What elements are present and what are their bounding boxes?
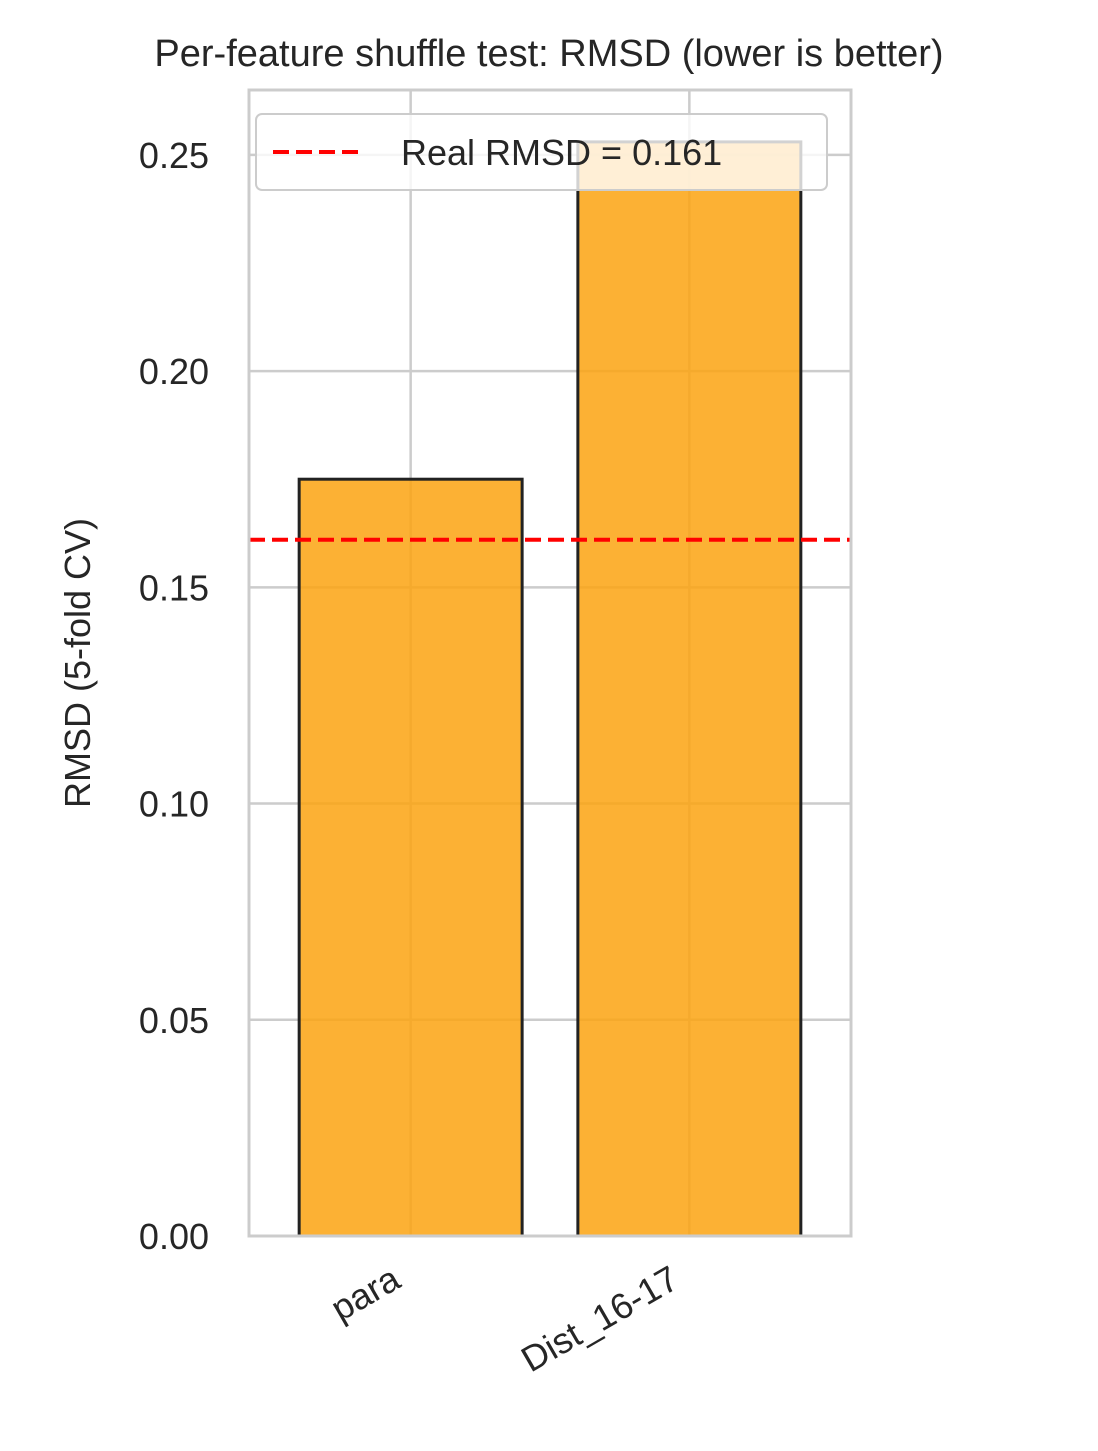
y-tick-label: 0.05 — [139, 1000, 209, 1041]
x-tick-label: Dist_16-17 — [514, 1257, 685, 1380]
y-tick-label: 0.10 — [139, 784, 209, 825]
y-axis-label: RMSD (5-fold CV) — [57, 518, 98, 808]
y-tick-label: 0.15 — [139, 567, 209, 608]
y-tick-label: 0.20 — [139, 351, 209, 392]
plot-frame — [247, 88, 853, 1238]
bar — [297, 477, 524, 1238]
legend-label: Real RMSD = 0.161 — [401, 132, 722, 173]
bar — [576, 140, 803, 1238]
legend-box — [255, 113, 828, 191]
x-tick-label: para — [324, 1257, 408, 1329]
y-axis-ticks: 0.00 0.05 0.10 0.15 0.20 0.25 — [139, 135, 209, 1257]
bars — [297, 140, 803, 1238]
legend: Real RMSD = 0.161 — [255, 113, 828, 191]
chart-title: Per-feature shuffle test: RMSD (lower is… — [154, 33, 943, 75]
y-tick-label: 0.00 — [139, 1216, 209, 1257]
x-axis-ticks: para Dist_16-17 — [324, 1257, 686, 1380]
y-tick-label: 0.25 — [139, 135, 209, 176]
